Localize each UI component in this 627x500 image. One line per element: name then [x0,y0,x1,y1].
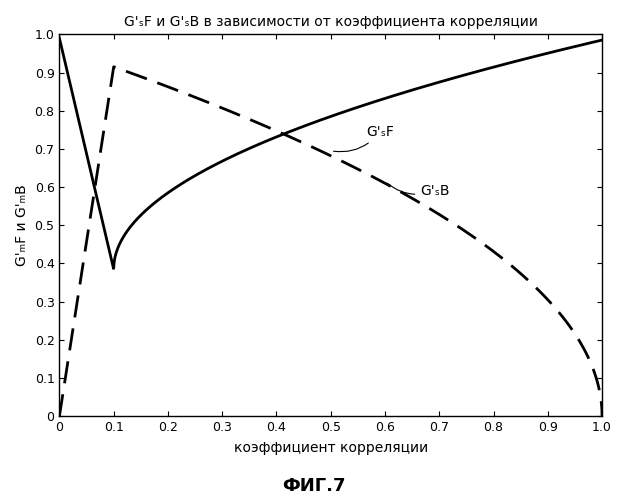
Title: G'ₛF и G'ₛB в зависимости от коэффициента корреляции: G'ₛF и G'ₛB в зависимости от коэффициент… [124,15,538,29]
Text: G'ₛB: G'ₛB [387,183,450,198]
X-axis label: коэффициент корреляции: коэффициент корреляции [234,441,428,455]
Y-axis label: G'ₘF и G'ₘB: G'ₘF и G'ₘB [15,184,29,266]
Text: ФИГ.7: ФИГ.7 [282,477,345,495]
Text: G'ₛF: G'ₛF [334,124,394,152]
